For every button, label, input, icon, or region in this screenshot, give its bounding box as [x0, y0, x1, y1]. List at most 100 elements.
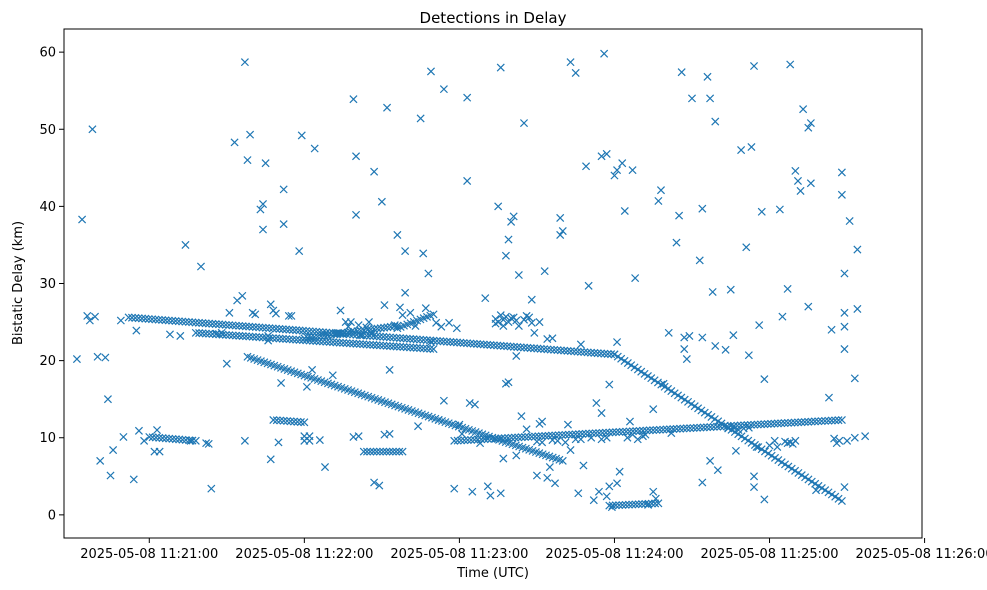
- y-tick-label: 10: [39, 431, 56, 446]
- scatter-point-marker: [543, 473, 552, 482]
- scatter-point-marker: [383, 323, 392, 332]
- scatter-point-marker: [773, 442, 782, 452]
- scatter-point-marker: [729, 421, 739, 430]
- scatter-point-marker: [509, 342, 518, 351]
- scatter-point-marker: [429, 310, 438, 319]
- scatter-point-marker: [164, 316, 173, 325]
- scatter-point-marker: [602, 492, 611, 501]
- scatter-point-marker: [392, 447, 401, 456]
- scatter-point-marker: [292, 326, 301, 335]
- scatter-point-marker: [466, 339, 475, 348]
- scatter-point-marker: [601, 428, 610, 437]
- scatter-point-marker: [103, 395, 112, 404]
- scatter-point-marker: [655, 425, 664, 434]
- scatter-point-marker: [566, 347, 575, 356]
- scatter-point-marker: [393, 321, 402, 330]
- x-tick-label: 2025-05-08 11:22:00: [235, 547, 373, 562]
- scatter-point-marker: [297, 131, 306, 140]
- scatter-point-marker: [530, 344, 539, 353]
- scatter-point-marker: [90, 312, 100, 321]
- scatter-point-marker: [129, 475, 138, 484]
- scatter-point-marker: [706, 456, 715, 465]
- scatter-point-marker: [382, 333, 391, 342]
- scatter-point-marker: [806, 179, 815, 188]
- scatter-point-marker: [807, 417, 816, 426]
- scatter-point-marker: [382, 341, 391, 350]
- scatter-point-marker: [607, 350, 616, 359]
- scatter-point-marker: [222, 359, 231, 368]
- scatter-point-marker: [362, 447, 372, 456]
- scatter-point-marker: [793, 176, 802, 185]
- scatter-point-marker: [151, 433, 160, 442]
- scatter-point-marker: [140, 436, 149, 445]
- scatter-point-marker: [558, 431, 567, 440]
- scatter-point-marker: [346, 318, 355, 327]
- scatter-point-marker: [251, 310, 260, 319]
- scatter-point-marker: [245, 332, 254, 341]
- scatter-point-marker: [560, 346, 569, 355]
- scatter-point-marker: [541, 431, 550, 440]
- scatter-point-marker: [507, 314, 516, 323]
- scatter-point-marker: [452, 324, 461, 333]
- scatter-point-marker: [517, 433, 526, 442]
- scatter-point-marker: [450, 436, 459, 445]
- scatter-point-marker: [359, 447, 368, 456]
- scatter-point-marker: [272, 416, 281, 425]
- scatter-point-marker: [840, 269, 849, 278]
- scatter-point-marker: [566, 58, 575, 67]
- scatter-point-marker: [530, 328, 539, 337]
- scatter-point-marker: [442, 337, 451, 346]
- scatter-point-marker: [512, 451, 521, 460]
- scatter-point-marker: [153, 426, 162, 435]
- scatter-point-marker: [432, 318, 441, 327]
- scatter-point-marker: [584, 281, 593, 290]
- scatter-point-marker: [656, 186, 666, 195]
- scatter-point-marker: [207, 484, 216, 493]
- scatter-point-marker: [390, 322, 399, 331]
- scatter-point-marker: [221, 330, 230, 339]
- scatter-point-marker: [778, 312, 787, 321]
- scatter-point-marker: [266, 455, 275, 464]
- scatter-point-marker: [459, 338, 468, 347]
- scatter-point-marker: [612, 428, 621, 437]
- scatter-point-marker: [205, 319, 214, 328]
- scatter-point-marker: [800, 417, 809, 427]
- scatter-point-marker: [499, 454, 508, 463]
- scatter-point-marker: [547, 431, 557, 440]
- scatter-point-marker: [597, 409, 606, 418]
- data-points: [72, 49, 870, 512]
- scatter-point-marker: [369, 447, 378, 456]
- scatter-point-marker: [830, 434, 839, 443]
- scatter-point-marker: [682, 424, 691, 433]
- scatter-point-marker: [285, 335, 294, 344]
- scatter-point-marker: [476, 340, 485, 349]
- scatter-point-marker: [620, 206, 629, 216]
- scatter-point-marker: [669, 425, 678, 434]
- scatter-point-marker: [713, 422, 722, 431]
- scatter-point-marker: [382, 447, 391, 456]
- scatter-point-marker: [642, 426, 651, 435]
- scatter-point-marker: [593, 349, 602, 358]
- scatter-point-marker: [597, 349, 606, 358]
- scatter-point-marker: [416, 335, 425, 344]
- scatter-point-marker: [490, 434, 499, 443]
- scatter-point-marker: [184, 318, 193, 327]
- scatter-point-marker: [628, 427, 637, 436]
- scatter-point-marker: [676, 424, 685, 433]
- scatter-point-marker: [308, 365, 317, 374]
- scatter-point-marker: [266, 300, 275, 309]
- scatter-point-marker: [540, 345, 549, 354]
- scatter-point-marker: [395, 303, 404, 312]
- scatter-point-marker: [218, 330, 227, 339]
- scatter-point-marker: [597, 152, 606, 161]
- scatter-point-marker: [366, 447, 375, 456]
- scatter-point-marker: [93, 352, 102, 361]
- scatter-point-marker: [804, 417, 813, 426]
- scatter-point-marker: [527, 432, 536, 441]
- scatter-point-marker: [201, 319, 210, 328]
- scatter-point-marker: [755, 321, 764, 330]
- scatter-point-marker: [709, 422, 718, 431]
- scatter-point-marker: [248, 322, 257, 331]
- scatter-point-marker: [594, 487, 603, 496]
